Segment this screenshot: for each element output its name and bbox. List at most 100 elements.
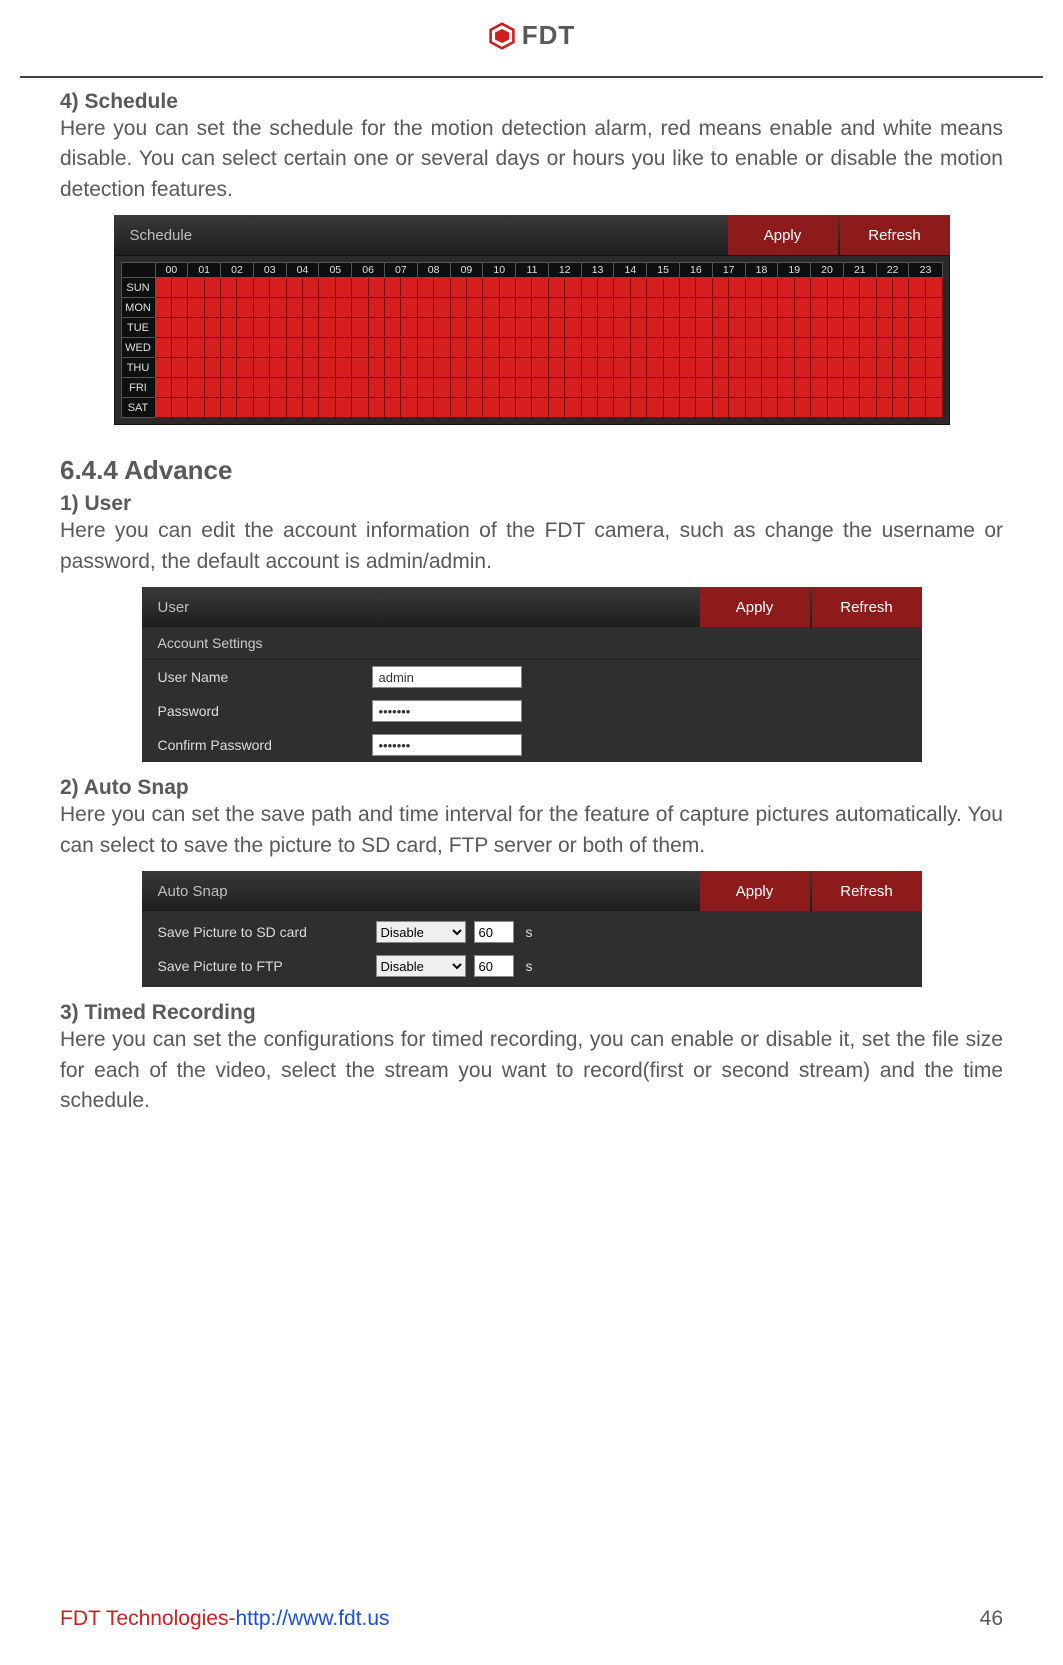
schedule-cell[interactable]	[876, 338, 892, 358]
schedule-cell[interactable]	[401, 378, 417, 398]
schedule-cell[interactable]	[335, 318, 351, 338]
schedule-cell[interactable]	[253, 358, 269, 378]
schedule-cell[interactable]	[663, 278, 679, 298]
schedule-cell[interactable]	[499, 278, 515, 298]
schedule-cell[interactable]	[253, 378, 269, 398]
schedule-cell[interactable]	[221, 358, 237, 378]
schedule-cell[interactable]	[614, 318, 630, 338]
schedule-cell[interactable]	[499, 358, 515, 378]
schedule-cell[interactable]	[860, 338, 876, 358]
schedule-cell[interactable]	[663, 378, 679, 398]
schedule-cell[interactable]	[303, 398, 319, 418]
schedule-cell[interactable]	[647, 298, 663, 318]
schedule-cell[interactable]	[499, 318, 515, 338]
schedule-cell[interactable]	[630, 318, 646, 338]
schedule-cell[interactable]	[811, 398, 827, 418]
schedule-cell[interactable]	[778, 398, 794, 418]
schedule-cell[interactable]	[483, 398, 499, 418]
schedule-cell[interactable]	[729, 338, 745, 358]
schedule-cell[interactable]	[155, 318, 171, 338]
schedule-cell[interactable]	[598, 398, 614, 418]
schedule-cell[interactable]	[860, 358, 876, 378]
schedule-cell[interactable]	[827, 378, 843, 398]
schedule-cell[interactable]	[811, 338, 827, 358]
schedule-cell[interactable]	[483, 318, 499, 338]
schedule-cell[interactable]	[204, 338, 220, 358]
schedule-cell[interactable]	[237, 338, 253, 358]
schedule-cell[interactable]	[204, 318, 220, 338]
schedule-cell[interactable]	[384, 278, 400, 298]
schedule-cell[interactable]	[171, 358, 187, 378]
schedule-cell[interactable]	[401, 338, 417, 358]
schedule-cell[interactable]	[171, 278, 187, 298]
schedule-cell[interactable]	[696, 398, 712, 418]
schedule-cell[interactable]	[319, 358, 335, 378]
schedule-cell[interactable]	[532, 358, 548, 378]
schedule-cell[interactable]	[893, 358, 909, 378]
schedule-cell[interactable]	[630, 338, 646, 358]
schedule-cell[interactable]	[630, 378, 646, 398]
schedule-cell[interactable]	[778, 318, 794, 338]
schedule-cell[interactable]	[663, 358, 679, 378]
schedule-cell[interactable]	[581, 318, 597, 338]
schedule-cell[interactable]	[893, 398, 909, 418]
schedule-cell[interactable]	[171, 298, 187, 318]
schedule-cell[interactable]	[860, 398, 876, 418]
save-ftp-select[interactable]: DisableEnable	[376, 955, 466, 977]
refresh-button[interactable]: Refresh	[812, 587, 922, 627]
schedule-cell[interactable]	[712, 278, 728, 298]
schedule-cell[interactable]	[516, 278, 532, 298]
schedule-cell[interactable]	[843, 338, 859, 358]
schedule-cell[interactable]	[516, 338, 532, 358]
schedule-cell[interactable]	[516, 298, 532, 318]
schedule-cell[interactable]	[434, 338, 450, 358]
username-input[interactable]	[372, 666, 522, 688]
schedule-cell[interactable]	[466, 378, 482, 398]
schedule-cell[interactable]	[794, 318, 810, 338]
schedule-cell[interactable]	[368, 378, 384, 398]
schedule-cell[interactable]	[712, 398, 728, 418]
schedule-cell[interactable]	[925, 398, 942, 418]
schedule-cell[interactable]	[581, 378, 597, 398]
schedule-cell[interactable]	[827, 358, 843, 378]
schedule-cell[interactable]	[319, 318, 335, 338]
schedule-cell[interactable]	[335, 398, 351, 418]
schedule-cell[interactable]	[647, 378, 663, 398]
schedule-cell[interactable]	[761, 318, 777, 338]
schedule-cell[interactable]	[925, 358, 942, 378]
schedule-cell[interactable]	[253, 298, 269, 318]
schedule-cell[interactable]	[630, 298, 646, 318]
schedule-cell[interactable]	[876, 378, 892, 398]
schedule-cell[interactable]	[270, 358, 286, 378]
password-input[interactable]	[372, 700, 522, 722]
schedule-cell[interactable]	[893, 338, 909, 358]
schedule-cell[interactable]	[286, 278, 302, 298]
schedule-cell[interactable]	[893, 318, 909, 338]
schedule-cell[interactable]	[794, 378, 810, 398]
schedule-cell[interactable]	[581, 398, 597, 418]
schedule-cell[interactable]	[466, 398, 482, 418]
schedule-cell[interactable]	[647, 398, 663, 418]
schedule-cell[interactable]	[745, 358, 761, 378]
schedule-cell[interactable]	[581, 298, 597, 318]
schedule-cell[interactable]	[499, 298, 515, 318]
schedule-cell[interactable]	[712, 378, 728, 398]
schedule-cell[interactable]	[483, 298, 499, 318]
schedule-cell[interactable]	[450, 298, 466, 318]
schedule-cell[interactable]	[499, 398, 515, 418]
schedule-cell[interactable]	[221, 378, 237, 398]
schedule-cell[interactable]	[188, 338, 204, 358]
schedule-cell[interactable]	[860, 378, 876, 398]
schedule-cell[interactable]	[614, 358, 630, 378]
schedule-cell[interactable]	[286, 398, 302, 418]
schedule-cell[interactable]	[434, 278, 450, 298]
schedule-cell[interactable]	[352, 298, 368, 318]
schedule-cell[interactable]	[303, 338, 319, 358]
schedule-cell[interactable]	[548, 278, 564, 298]
schedule-cell[interactable]	[909, 278, 925, 298]
schedule-cell[interactable]	[548, 358, 564, 378]
schedule-cell[interactable]	[450, 278, 466, 298]
schedule-cell[interactable]	[384, 358, 400, 378]
schedule-cell[interactable]	[401, 298, 417, 318]
schedule-cell[interactable]	[614, 298, 630, 318]
